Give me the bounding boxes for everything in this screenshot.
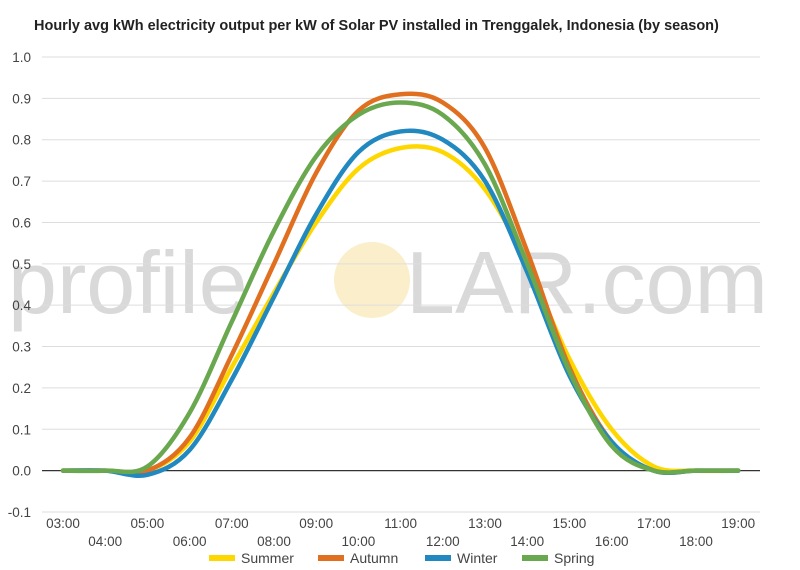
y-tick-label: 0.5 [12, 257, 31, 272]
legend-label-autumn: Autumn [350, 550, 398, 566]
x-tick-label: 16:00 [595, 534, 629, 549]
x-tick-label: 18:00 [679, 534, 713, 549]
y-tick-label: 0.8 [12, 133, 31, 148]
x-tick-label: 08:00 [257, 534, 291, 549]
legend-label-winter: Winter [457, 550, 498, 566]
y-tick-label: 0.2 [12, 381, 31, 396]
watermark: profile LAR.com [8, 233, 768, 332]
y-axis-ticks: -0.1 0.0 0.1 0.2 0.3 0.4 0.5 0.6 0.7 0.8 0.9 1.0 [8, 50, 32, 520]
x-tick-label: 06:00 [173, 534, 207, 549]
y-tick-label: 0.0 [12, 464, 31, 479]
legend-label-summer: Summer [241, 550, 294, 566]
legend-swatch-summer [209, 555, 235, 561]
series-line-spring [60, 100, 741, 475]
x-tick-label: 13:00 [468, 516, 502, 531]
series-line-summer [60, 144, 741, 476]
x-tick-label: 07:00 [215, 516, 249, 531]
y-tick-label: 0.4 [12, 298, 31, 313]
series-line-winter [60, 128, 741, 478]
legend-swatch-spring [522, 555, 548, 561]
x-axis-ticks: 03:00 04:00 05:00 06:00 07:00 08:00 09:00 10:00… [46, 516, 755, 549]
x-tick-label: 09:00 [299, 516, 333, 531]
legend-swatch-winter [425, 555, 451, 561]
y-tick-label: -0.1 [8, 505, 31, 520]
x-tick-label: 17:00 [637, 516, 671, 531]
x-tick-label: 04:00 [88, 534, 122, 549]
y-tick-label: 0.9 [12, 91, 31, 106]
chart-title: Hourly avg kWh electricity output per kW… [34, 18, 719, 34]
legend: Summer Autumn Winter Spring [209, 550, 594, 566]
series-lines [60, 91, 741, 478]
y-tick-label: 0.7 [12, 174, 31, 189]
watermark-text-left: profile [8, 233, 248, 332]
y-tick-label: 0.6 [12, 215, 31, 230]
y-tick-label: 1.0 [12, 50, 31, 65]
x-tick-label: 11:00 [384, 516, 417, 531]
grid [42, 56, 760, 513]
x-tick-label: 03:00 [46, 516, 80, 531]
legend-swatch-autumn [318, 555, 344, 561]
x-tick-label: 05:00 [131, 516, 165, 531]
watermark-text-right: LAR.com [406, 233, 768, 332]
y-tick-label: 0.3 [12, 340, 31, 355]
x-tick-label: 19:00 [721, 516, 755, 531]
x-tick-label: 14:00 [510, 534, 544, 549]
y-tick-label: 0.1 [12, 422, 31, 437]
legend-label-spring: Spring [554, 550, 594, 566]
watermark-sun [334, 242, 410, 318]
x-tick-label: 15:00 [553, 516, 587, 531]
x-tick-label: 12:00 [426, 534, 460, 549]
x-tick-label: 10:00 [342, 534, 376, 549]
